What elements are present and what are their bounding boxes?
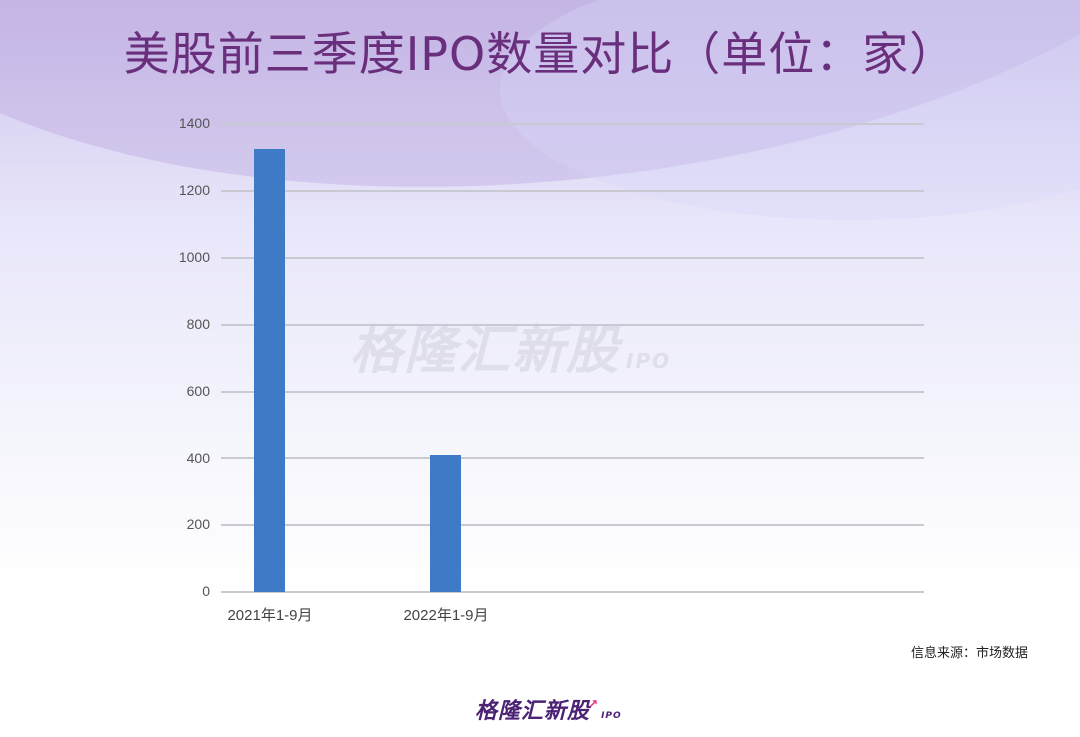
logo-ipo: IPO <box>601 711 622 721</box>
chart-title: 美股前三季度IPO数量对比（单位：家） <box>123 27 957 81</box>
y-tick-1200: 1200 <box>178 182 210 198</box>
gridline-1000 <box>221 257 924 259</box>
brand-logo: 格隆汇新股↗IPO <box>475 693 622 725</box>
bar-2022 <box>430 455 461 592</box>
y-tick-1400: 1400 <box>178 115 210 131</box>
trend-arrow-icon: ↗ <box>588 697 600 711</box>
x-tick-2021: 2021年1-9月 <box>227 607 313 624</box>
gridline-1200 <box>221 190 924 192</box>
y-tick-200: 200 <box>186 516 210 532</box>
gridline-800 <box>221 324 924 326</box>
source-note: 信息来源：市场数据 <box>910 646 1028 661</box>
watermark-ipo: IPO <box>626 349 672 373</box>
y-tick-0: 0 <box>202 583 210 599</box>
y-tick-800: 800 <box>186 316 210 332</box>
gridline-1400 <box>221 123 924 125</box>
logo-text: 格隆汇新股 <box>475 699 591 724</box>
x-axis-baseline <box>221 591 924 593</box>
gridline-600 <box>221 391 924 393</box>
watermark-text: 格隆汇新股 <box>350 321 621 381</box>
gridline-200 <box>221 524 924 526</box>
x-tick-2022: 2022年1-9月 <box>403 607 489 624</box>
bar-2021 <box>254 149 285 592</box>
y-tick-400: 400 <box>186 450 210 466</box>
watermark: 格隆汇新股 IPO <box>350 308 671 383</box>
y-tick-1000: 1000 <box>178 249 210 265</box>
gridline-400 <box>221 457 924 459</box>
y-tick-600: 600 <box>186 383 210 399</box>
